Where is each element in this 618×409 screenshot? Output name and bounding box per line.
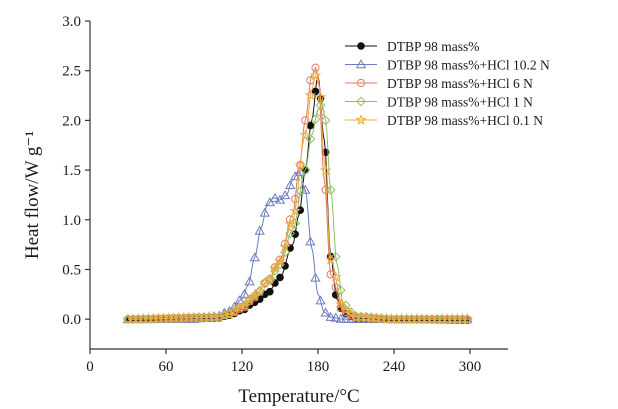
data-point: [355, 113, 367, 125]
data-point: [356, 96, 366, 107]
y-tick-label: 2.5: [62, 64, 81, 80]
data-point: [294, 158, 307, 170]
legend-label: DTBP 98 mass%: [387, 39, 480, 54]
data-point: [329, 270, 342, 282]
data-point: [335, 298, 347, 309]
data-point: [276, 273, 284, 282]
data-point: [285, 228, 296, 239]
data-point: [461, 313, 474, 325]
data-point: [310, 272, 321, 282]
data-point: [335, 313, 346, 323]
legend-label: DTBP 98 mass%+HCl 6 N: [387, 76, 533, 91]
data-point: [284, 179, 296, 190]
data-point: [249, 252, 260, 262]
data-point: [325, 311, 336, 321]
data-point: [219, 309, 230, 320]
data-point: [305, 236, 316, 246]
data-point: [320, 307, 331, 317]
data-point: [330, 251, 341, 262]
data-point: [279, 190, 291, 200]
data-point: [289, 204, 301, 216]
y-tick-label: 1.5: [62, 163, 81, 179]
data-point: [270, 265, 280, 276]
legend: DTBP 98 mass% DTBP 98 mass%+HCl 10.2 N DTB…: [345, 39, 550, 128]
y-tick-label: 3.0: [62, 14, 81, 30]
data-point: [269, 262, 281, 274]
y-tick-label: 1.0: [62, 213, 81, 229]
data-point: [254, 225, 265, 235]
data-point: [315, 100, 326, 111]
x-tick-label: 180: [307, 359, 330, 375]
data-point: [345, 308, 357, 320]
axes: 0 60 120 180 240 300 0.0 0.5 1.0 1.5 2.0 2.5 3.0: [62, 14, 508, 375]
data-point: [330, 312, 341, 322]
data-point: [320, 115, 331, 126]
data-point: [284, 218, 296, 230]
y-axis-title: Heat flow/W g⁻¹: [22, 131, 43, 260]
legend-item: DTBP 98 mass%: [345, 39, 480, 54]
x-tick-label: 0: [86, 359, 94, 375]
x-tick-label: 60: [159, 359, 174, 375]
data-point: [290, 218, 301, 229]
series-line: [128, 169, 470, 320]
data-point: [326, 270, 335, 279]
data-point: [357, 42, 365, 50]
data-point: [279, 240, 291, 252]
y-tick-label: 0.0: [62, 312, 81, 328]
legend-item: DTBP 98 mass%+HCl 0.1 N: [345, 113, 543, 128]
data-point: [319, 164, 332, 176]
data-point: [274, 255, 286, 267]
data-point: [304, 89, 317, 101]
legend-item: DTBP 98 mass%+HCl 1 N: [345, 95, 533, 110]
series-line: [128, 74, 470, 320]
data-point: [266, 287, 274, 296]
data-point: [243, 294, 256, 306]
legend-item: DTBP 98 mass%+HCl 10.2 N: [345, 58, 550, 73]
data-point: [274, 194, 286, 204]
data-point: [234, 302, 245, 312]
data-point: [269, 192, 281, 202]
data-point: [296, 206, 305, 214]
data-point: [238, 300, 251, 312]
data-point: [239, 288, 250, 298]
series-5: [122, 69, 474, 325]
data-point: [340, 304, 352, 315]
data-point: [218, 309, 231, 321]
legend-item: DTBP 98 mass%+HCl 6 N: [345, 76, 533, 91]
x-tick-label: 240: [383, 359, 406, 375]
legend-label: DTBP 98 mass%+HCl 0.1 N: [387, 113, 543, 128]
plot-area: [122, 63, 474, 325]
data-point: [321, 185, 330, 194]
legend-label: DTBP 98 mass%+HCl 1 N: [387, 95, 533, 110]
data-point: [299, 129, 312, 141]
data-point: [324, 253, 337, 265]
data-point: [314, 91, 327, 103]
data-point: [315, 295, 326, 305]
data-point: [301, 116, 310, 125]
x-tick-label: 300: [459, 359, 482, 375]
data-point: [310, 114, 321, 125]
x-tick-label: 120: [231, 359, 254, 375]
data-point: [253, 285, 266, 296]
data-point: [356, 78, 366, 88]
x-axis-title: Temperature/°C: [238, 386, 359, 407]
data-point: [355, 59, 367, 69]
y-tick-label: 2.0: [62, 113, 81, 129]
legend-label: DTBP 98 mass%+HCl 10.2 N: [387, 58, 550, 73]
data-point: [311, 87, 320, 96]
data-point: [248, 290, 261, 302]
data-point: [309, 69, 322, 81]
data-point: [264, 273, 276, 285]
data-point: [228, 305, 241, 317]
data-point: [259, 207, 270, 217]
data-point: [264, 197, 276, 207]
data-point: [275, 259, 285, 270]
data-point: [325, 185, 336, 195]
y-tick-label: 0.5: [62, 262, 81, 278]
data-point: [244, 276, 255, 286]
